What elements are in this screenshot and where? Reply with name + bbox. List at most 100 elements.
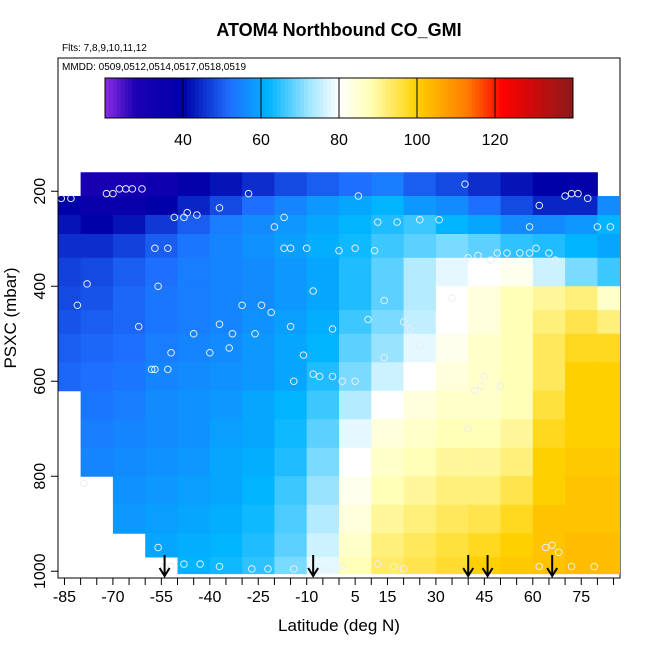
heatmap-cell: [274, 257, 308, 287]
sample-point: [58, 194, 66, 203]
sample-point: [561, 192, 569, 200]
heatmap-cell: [339, 215, 372, 235]
sample-point: [474, 251, 482, 260]
flight-arrow: [462, 555, 475, 578]
heatmap-cell: [468, 447, 501, 477]
colorbar-swatch: [487, 78, 492, 118]
heatmap-cell: [597, 362, 620, 392]
colorbar-swatch: [342, 78, 348, 118]
sample-point: [583, 194, 592, 203]
colorbar-swatch: [452, 78, 457, 118]
sample-point: [247, 565, 256, 573]
heatmap-cell: [242, 476, 275, 506]
heatmap-cell: [80, 333, 114, 363]
colorbar-swatch: [233, 78, 239, 118]
sample-point: [548, 541, 556, 549]
sample-point: [238, 301, 246, 310]
colorbar-swatch: [530, 78, 535, 118]
x-tick-label: -85: [53, 589, 76, 606]
colorbar-swatch: [323, 78, 328, 118]
heatmap-cell: [435, 333, 469, 363]
x-tick-label: -55: [150, 589, 173, 606]
sample-point: [128, 185, 137, 193]
heatmap-cell: [371, 196, 405, 216]
colorbar-swatch: [155, 78, 161, 118]
colorbar-swatch: [264, 78, 270, 118]
colorbar-swatch: [397, 78, 402, 118]
colorbar-swatch: [428, 78, 434, 118]
heatmap-cell: [468, 333, 501, 363]
heatmap-cell: [209, 419, 243, 449]
heatmap-cell: [565, 362, 598, 392]
colorbar-swatch: [171, 78, 176, 118]
colorbar-swatch: [381, 78, 387, 118]
colorbar-swatch: [300, 78, 305, 118]
colorbar-swatch: [206, 78, 211, 118]
heatmap-cell: [177, 476, 211, 506]
heatmap-cell: [306, 419, 340, 449]
heatmap-cell: [145, 419, 179, 449]
heatmap-cell: [306, 257, 340, 287]
sample-point: [516, 249, 524, 257]
heatmap-cell: [468, 390, 501, 420]
colorbar-swatch: [463, 78, 469, 118]
heatmap-cell: [177, 257, 211, 287]
heatmap-cell: [565, 447, 598, 477]
heatmap-cell: [209, 447, 243, 477]
heatmap-cell: [209, 286, 243, 311]
heatmap-cell: [532, 447, 566, 477]
colorbar-swatch: [565, 78, 570, 118]
sample-point: [109, 189, 117, 198]
sample-point: [399, 565, 408, 573]
colorbar-swatch: [502, 78, 508, 118]
colorbar-swatch: [537, 78, 543, 118]
colorbar-border: [104, 77, 574, 119]
heatmap-cell: [532, 362, 566, 392]
heatmap-cell: [209, 390, 243, 420]
heatmap-cell: [500, 257, 534, 287]
heatmap-cell: [306, 504, 340, 534]
colorbar-swatch: [514, 78, 519, 118]
sample-point: [415, 215, 424, 224]
heatmap-cell: [435, 557, 469, 575]
colorbar-swatch: [179, 78, 184, 118]
heatmap-cell: [145, 196, 179, 216]
heatmap-cell: [468, 257, 501, 287]
heatmap-cell: [177, 419, 211, 449]
heatmap-cell: [274, 196, 308, 216]
colorbar-swatch: [409, 78, 414, 118]
heatmap-cell: [532, 286, 566, 311]
heatmap-cell: [468, 476, 501, 506]
colorbar-swatch: [327, 78, 332, 118]
chart-title: ATOM4 Northbound CO_GMI: [216, 20, 461, 40]
sample-point: [567, 562, 576, 571]
heatmap-cell: [339, 196, 372, 216]
heatmap-cell: [145, 257, 179, 287]
sample-point: [470, 386, 479, 395]
colorbar-swatch: [175, 78, 180, 118]
heatmap-cell: [274, 504, 308, 534]
colorbar-swatch: [159, 78, 165, 118]
heatmap-cell: [565, 286, 598, 311]
colorbar-swatch: [405, 78, 410, 118]
colorbar-swatch: [553, 78, 558, 118]
sample-point: [289, 565, 298, 573]
heatmap-cell: [177, 215, 211, 235]
y-axis-label: PSXC (mbar): [1, 267, 20, 368]
heatmap-cell: [565, 215, 598, 235]
sample-point: [606, 223, 615, 231]
sample-point: [532, 244, 540, 253]
heatmap-cell: [532, 333, 566, 363]
colorbar-swatch: [346, 78, 352, 118]
heatmap-cell: [112, 215, 146, 235]
sample-point: [322, 565, 330, 573]
heatmap-cell: [403, 286, 437, 311]
colorbar-swatch: [467, 78, 473, 118]
sample-point: [251, 329, 259, 338]
colorbar-swatch: [456, 78, 461, 118]
colorbar-tick-label: 120: [482, 132, 509, 149]
colorbar-swatch: [401, 78, 406, 118]
colorbar-swatch: [366, 78, 371, 118]
heatmap-cell: [597, 504, 620, 534]
heatmap-cell: [80, 257, 114, 287]
